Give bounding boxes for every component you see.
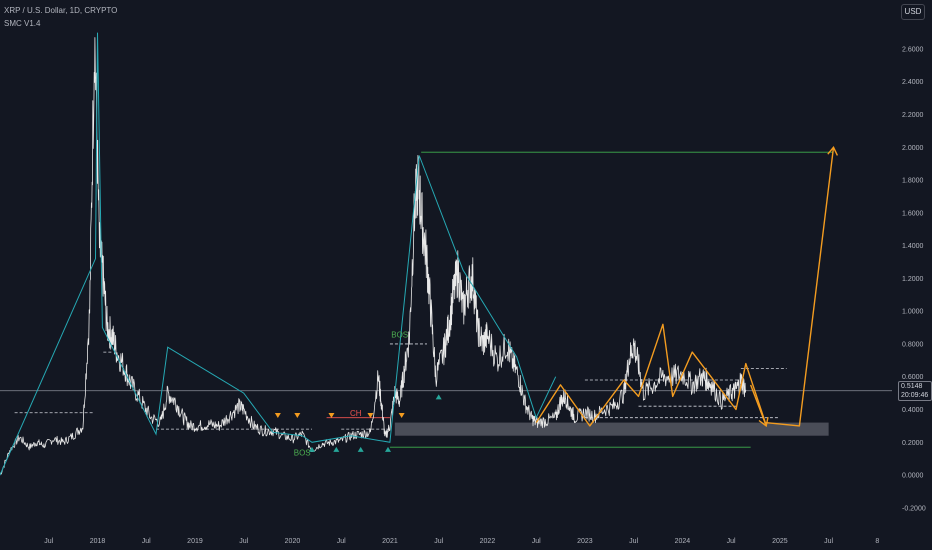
bos-label: BOS [391, 330, 408, 339]
bullish-signal-icon [435, 394, 442, 400]
x-tick-label: Jul [727, 538, 736, 545]
projection-arrow-down [749, 384, 767, 427]
price-series [0, 37, 747, 476]
overlay-layer: BOS CH BOS [0, 32, 839, 476]
bearish-signal-icon [398, 413, 405, 419]
x-tick-label: 2019 [187, 538, 203, 545]
y-tick-label: 2.2000 [902, 112, 924, 119]
y-tick-label: 1.6000 [902, 210, 924, 217]
x-tick-label: Jul [824, 538, 833, 545]
x-tick-label: 2022 [480, 538, 496, 545]
y-tick-label: 0.0000 [902, 473, 924, 480]
bar-countdown: 20:09:46 [901, 392, 929, 399]
bullish-signal-icon [308, 446, 315, 452]
bullish-signal-icon [333, 446, 340, 452]
price-line [0, 37, 747, 476]
projection-arrowhead-up [827, 146, 839, 156]
x-tick-label: 2025 [772, 538, 788, 545]
x-tick-label: 2018 [90, 538, 106, 545]
x-tick-label: Jul [629, 538, 638, 545]
choch-label: CH [350, 409, 362, 418]
y-tick-label: 1.4000 [902, 243, 924, 250]
y-tick-label: 0.8000 [902, 341, 924, 348]
y-tick-label: 2.4000 [902, 79, 924, 86]
y-tick-label: 0.2000 [902, 440, 924, 447]
x-tick-label: 8 [875, 538, 879, 545]
bearish-signal-icon [294, 413, 301, 419]
y-tick-label: 0.6000 [902, 374, 924, 381]
bearish-signal-icon [367, 413, 374, 419]
y-tick-label: -0.2000 [902, 505, 926, 512]
y-tick-label: 2.6000 [902, 46, 924, 53]
x-tick-label: Jul [44, 538, 53, 545]
last-price-value: 0.5148 [901, 383, 923, 390]
bearish-signal-icon [328, 413, 335, 419]
y-tick-label: 1.0000 [902, 309, 924, 316]
currency-button[interactable]: USD [901, 4, 925, 20]
bos-label: BOS [294, 448, 311, 457]
x-tick-label: Jul [337, 538, 346, 545]
bullish-signal-icon [357, 446, 364, 452]
zones-layer [394, 422, 829, 436]
x-tick-label: Jul [434, 538, 443, 545]
symbol-title: XRP / U.S. Dollar, 1D, CRYPTO [4, 6, 118, 15]
y-tick-label: 1.2000 [902, 276, 924, 283]
bearish-signal-icon [274, 413, 281, 419]
projection-arrowhead-down [758, 416, 769, 428]
x-axis[interactable]: Jul 2018 Jul 2019 Jul 2020 Jul 2021 Jul 2022 Jul 20… [44, 538, 879, 545]
y-axis[interactable]: 2.6000 2.4000 2.2000 2.0000 1.8000 1.6000 1.40… [902, 46, 926, 512]
swing-structure-line [0, 32, 557, 476]
y-tick-label: 0.4000 [902, 407, 924, 414]
x-tick-label: Jul [239, 538, 248, 545]
x-tick-label: 2021 [382, 538, 398, 545]
last-price-label: 0.5148 20:09:46 [898, 381, 932, 401]
x-tick-label: Jul [532, 538, 541, 545]
indicator-label[interactable]: SMC V1.4 [4, 19, 41, 28]
x-tick-label: 2020 [285, 538, 301, 545]
bullish-signal-icon [384, 446, 391, 452]
demand-zone [394, 422, 829, 436]
x-tick-label: 2024 [675, 538, 691, 545]
y-tick-label: 1.8000 [902, 178, 924, 185]
x-tick-label: Jul [142, 538, 151, 545]
y-tick-label: 2.0000 [902, 145, 924, 152]
x-tick-label: 2023 [577, 538, 593, 545]
